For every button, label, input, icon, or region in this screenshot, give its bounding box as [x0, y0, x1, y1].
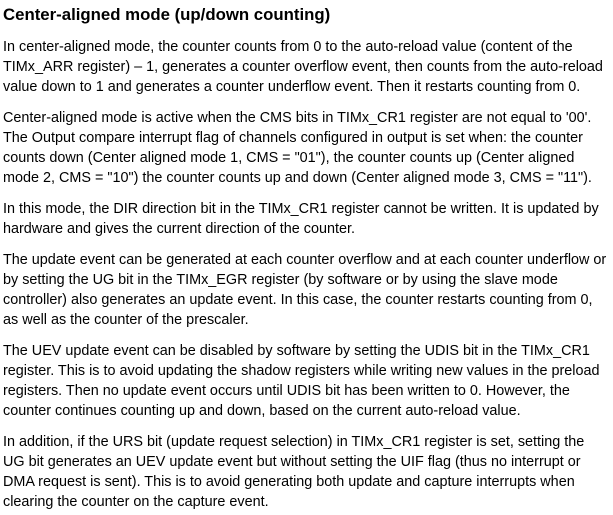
section-title: Center-aligned mode (up/down counting) — [3, 5, 331, 24]
paragraph-cms-bits: Center-aligned mode is active when the C… — [3, 110, 592, 186]
paragraph-udis-bit: The UEV update event can be disabled by … — [3, 343, 600, 419]
paragraph-urs-bit: In addition, if the URS bit (update requ… — [3, 434, 585, 510]
paragraph-dir-bit: In this mode, the DIR direction bit in t… — [3, 201, 599, 237]
paragraph-counting-behavior: In center-aligned mode, the counter coun… — [3, 39, 603, 95]
paragraph-update-event: The update event can be generated at eac… — [3, 252, 607, 328]
